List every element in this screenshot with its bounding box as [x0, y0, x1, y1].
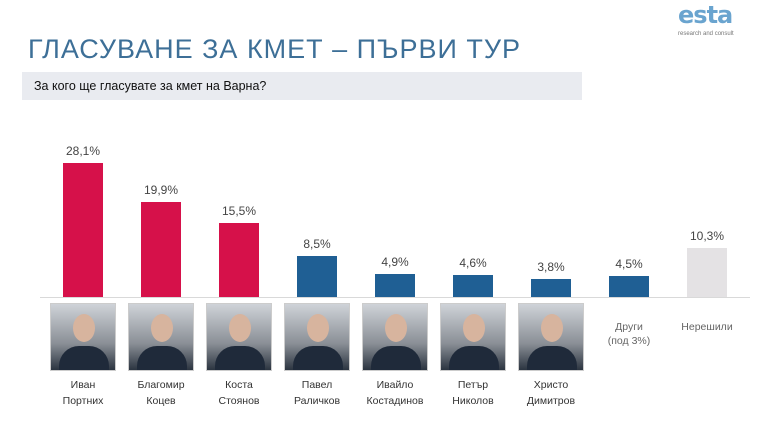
photo-suit: [59, 346, 109, 370]
bar: [141, 202, 181, 297]
candidate-photo: [362, 303, 428, 371]
candidate-photo: [128, 303, 194, 371]
question-text: За кого ще гласувате за кмет на Варна?: [34, 79, 267, 93]
bar: [687, 247, 727, 297]
photo-suit: [137, 346, 187, 370]
photo-head: [229, 314, 251, 342]
name-line1: Иван: [70, 379, 96, 391]
value-label: 4,9%: [381, 254, 409, 269]
name-line2: Портних: [62, 395, 104, 407]
photo-head: [73, 314, 95, 342]
bar: [297, 256, 337, 297]
value-label: 28,1%: [65, 143, 101, 158]
name-line2: Димитров: [526, 395, 576, 407]
candidate-photo: [284, 303, 350, 371]
photo-suit: [449, 346, 499, 370]
name-line2: Костадинов: [366, 395, 424, 407]
value-label: 8,5%: [303, 237, 331, 252]
candidate-name: Иван Портних: [44, 377, 122, 409]
value-label: 19,9%: [143, 183, 179, 198]
candidate-photo: [206, 303, 272, 371]
name-line2: Стоянов: [218, 395, 260, 407]
name-line1: Петър: [457, 379, 489, 391]
bar: [531, 278, 571, 297]
photo-suit: [293, 346, 343, 370]
x-axis-line: [40, 297, 750, 298]
label-line1: Други: [615, 321, 643, 333]
candidate-photo: [440, 303, 506, 371]
value-label: 10,3%: [689, 228, 725, 243]
bar: [63, 162, 103, 297]
photo-suit: [371, 346, 421, 370]
name-line1: Христо: [533, 379, 569, 391]
candidate-name: Христо Димитров: [512, 377, 590, 409]
label-line2: (под 3%): [607, 335, 651, 347]
photo-suit: [215, 346, 265, 370]
name-line1: Коста: [225, 379, 253, 391]
esta-logo: esta research and consult: [678, 2, 758, 42]
bar: [453, 275, 493, 297]
category-label: Други (под 3%): [590, 320, 668, 348]
candidate-name: Павел Раличков: [278, 377, 356, 409]
value-label: 4,5%: [615, 256, 643, 271]
candidate-name: Благомир Коцев: [122, 377, 200, 409]
value-label: 15,5%: [221, 204, 257, 219]
name-line2: Коцев: [146, 395, 176, 407]
category-label: Нерешили: [668, 320, 746, 334]
candidate-name: Петър Николов: [434, 377, 512, 409]
logo-subtitle: research and consult: [678, 31, 734, 37]
photo-suit: [527, 346, 577, 370]
photo-head: [385, 314, 407, 342]
name-line1: Павел: [301, 379, 333, 391]
name-line2: Раличков: [293, 395, 341, 407]
candidate-name: Ивайло Костадинов: [356, 377, 434, 409]
value-label: 4,6%: [459, 256, 487, 271]
label-line1: Нерешили: [681, 321, 733, 333]
photo-head: [541, 314, 563, 342]
bar: [609, 275, 649, 297]
photo-head: [307, 314, 329, 342]
candidate-photo: [518, 303, 584, 371]
page-title: ГЛАСУВАНЕ ЗА КМЕТ – ПЪРВИ ТУР: [28, 34, 522, 64]
photo-head: [151, 314, 173, 342]
name-line1: Благомир: [137, 379, 185, 391]
candidate-photo: [50, 303, 116, 371]
name-line1: Ивайло: [376, 379, 414, 391]
bar: [375, 273, 415, 297]
question-banner: За кого ще гласувате за кмет на Варна?: [22, 72, 582, 100]
candidate-name: Коста Стоянов: [200, 377, 278, 409]
value-label: 3,8%: [537, 259, 565, 274]
bar: [219, 223, 259, 297]
logo-letters: esta: [678, 1, 733, 29]
name-line2: Николов: [452, 395, 494, 407]
photo-head: [463, 314, 485, 342]
